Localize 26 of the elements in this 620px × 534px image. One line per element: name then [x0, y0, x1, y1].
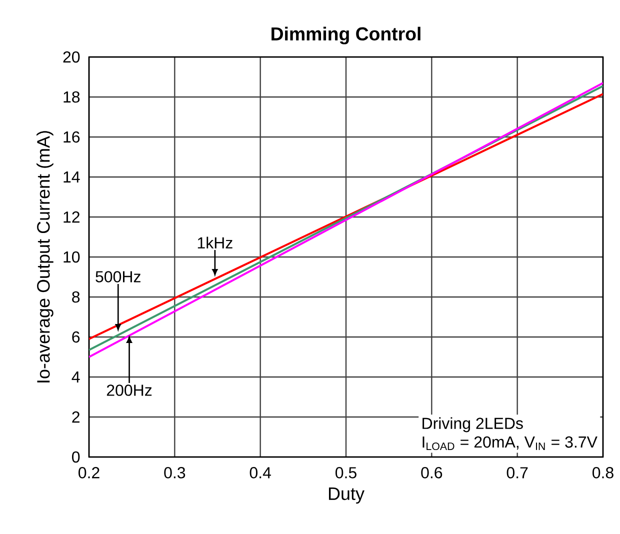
x-tick-label: 0.7: [506, 467, 528, 478]
y-tick-label: 0: [72, 451, 80, 463]
y-tick-label: 14: [64, 171, 80, 182]
y-tick-label: 6: [72, 331, 80, 343]
x-axis-title: Duty: [328, 488, 364, 504]
annotation: 200Hz: [106, 384, 152, 396]
annotation: 500Hz: [96, 271, 140, 282]
x-tick-label: 0.2: [78, 467, 100, 478]
x-tick-label: 0.4: [250, 467, 271, 478]
annotation: I$_{LOAD}$ = 20mA, V$_{IN}$ = 3.7V: [422, 436, 598, 450]
chart-title: Dimming Control: [272, 26, 420, 44]
x-tick-label: 0.3: [164, 467, 186, 478]
y-tick-label: 18: [64, 91, 80, 103]
annotation: 1kHz: [198, 236, 232, 248]
y-tick-label: 20: [63, 51, 80, 63]
y-tick-label: 10: [64, 251, 80, 263]
annotation: Driving 2LEDs: [422, 417, 523, 432]
y-tick-label: 12: [64, 211, 80, 223]
y-tick-label: 4: [72, 371, 80, 382]
y-axis-title: Io-average Output Current (mA): [36, 131, 54, 382]
y-tick-label: 2: [72, 411, 80, 423]
x-tick-label: 0.6: [421, 467, 442, 478]
y-tick-label: 8: [72, 291, 80, 303]
x-tick-label: 0.5: [336, 467, 356, 478]
y-tick-label: 16: [64, 131, 80, 143]
x-tick-label: 0.8: [592, 467, 614, 478]
